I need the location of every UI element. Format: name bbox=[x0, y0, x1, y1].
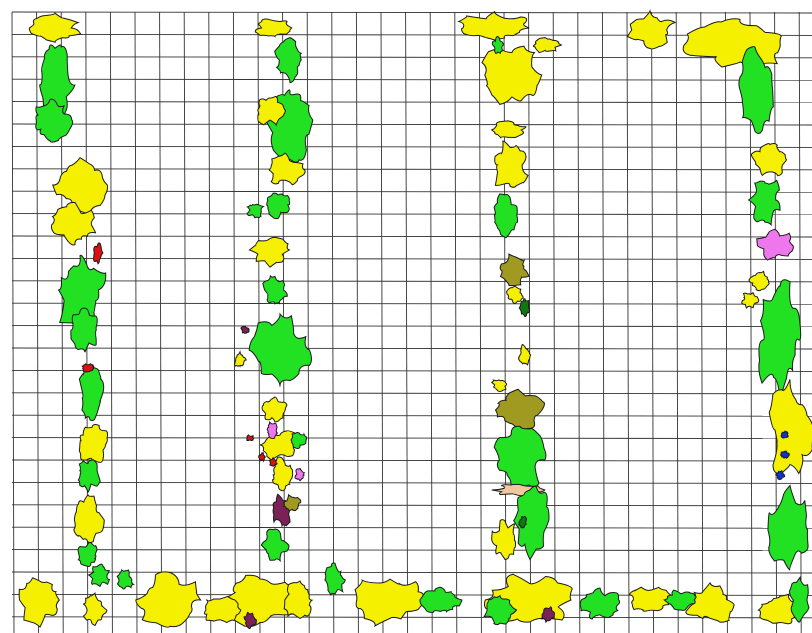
patch bbox=[255, 19, 291, 36]
patch bbox=[82, 364, 94, 372]
page: {} html, body { margin: 0; padding: 0; b… bbox=[0, 0, 812, 633]
patch bbox=[204, 596, 240, 622]
vegetation-map bbox=[0, 0, 812, 633]
patch bbox=[79, 425, 107, 463]
page-body: (() => { const NS = 'http://www.w3.org/2… bbox=[0, 0, 812, 633]
